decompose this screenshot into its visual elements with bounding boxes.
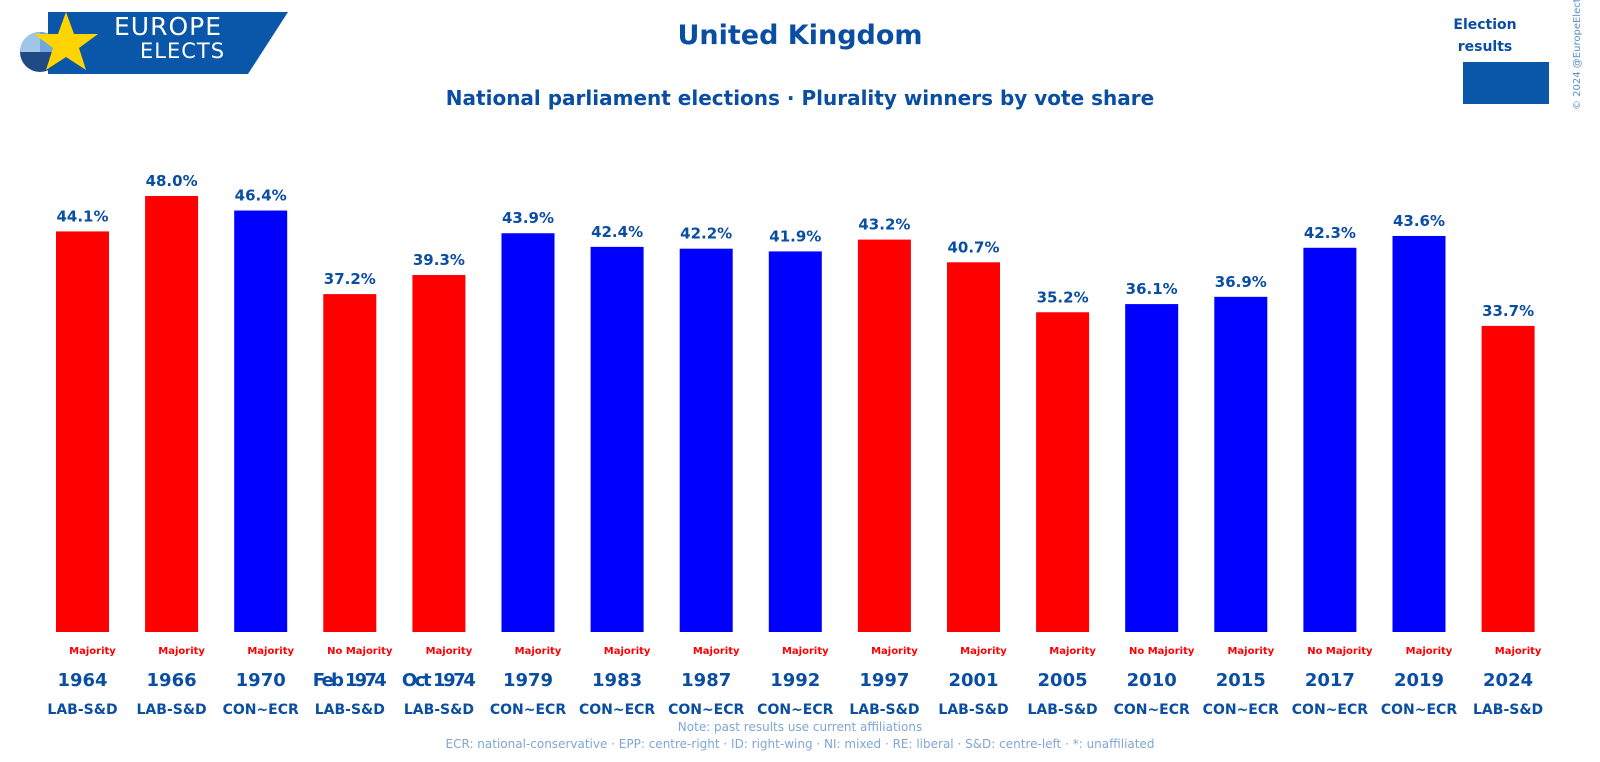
logo-line1: EUROPE	[114, 12, 223, 41]
tick-label: 2005	[1038, 670, 1088, 691]
bar	[1303, 247, 1357, 632]
data-label: 44.1%	[56, 207, 108, 225]
election-results-badge	[1463, 62, 1549, 104]
data-label: 43.2%	[858, 216, 910, 234]
party-label: CON~ECR	[490, 702, 566, 718]
bar	[412, 275, 466, 632]
logo-line2: ELECTS	[140, 39, 226, 63]
bar	[857, 239, 911, 632]
data-label: 42.3%	[1304, 224, 1356, 242]
data-label: 33.7%	[1482, 302, 1534, 320]
tick-label: 1983	[592, 670, 642, 691]
tick-label: 1970	[236, 670, 286, 691]
outcome-label: Majority	[1495, 646, 1542, 657]
data-label: 37.2%	[324, 270, 376, 288]
tick-label: 1966	[147, 670, 197, 691]
party-label: LAB-S&D	[938, 702, 1008, 718]
tick-label: 1979	[503, 670, 553, 691]
outcome-label: Majority	[604, 646, 651, 657]
outcome-label: Majority	[871, 646, 918, 657]
outcome-label: Majority	[693, 646, 740, 657]
party-label: LAB-S&D	[137, 702, 207, 718]
outcome-label: Majority	[782, 646, 829, 657]
data-label: 48.0%	[146, 172, 198, 190]
party-label: LAB-S&D	[315, 702, 385, 718]
tick-label: 1992	[770, 670, 820, 691]
party-label: CON~ECR	[223, 702, 299, 718]
bar	[679, 248, 733, 632]
bar	[323, 294, 377, 632]
bar	[1392, 235, 1446, 632]
party-label: LAB-S&D	[404, 702, 474, 718]
data-label: 36.9%	[1215, 273, 1267, 291]
data-label: 36.1%	[1126, 280, 1178, 298]
outcome-label: No Majority	[327, 646, 393, 657]
bar	[56, 231, 109, 633]
tick-label: 1997	[859, 670, 909, 691]
tick-label: 1964	[57, 670, 107, 691]
party-label: CON~ECR	[1114, 702, 1190, 718]
legend-note: ECR: national-conservative · EPP: centre…	[445, 737, 1155, 751]
outcome-label: Majority	[1227, 646, 1274, 657]
outcome-label: Majority	[426, 646, 473, 657]
tick-label: 2024	[1483, 670, 1533, 691]
party-label: CON~ECR	[1203, 702, 1279, 718]
data-label: 42.4%	[591, 223, 643, 241]
tick-label: 2019	[1394, 670, 1444, 691]
party-label: CON~ECR	[668, 702, 744, 718]
logo-wordmark: EUROPE ELECTS	[114, 14, 225, 62]
data-label: 35.2%	[1037, 288, 1089, 306]
tick-label: 1987	[681, 670, 731, 691]
page-subtitle: National parliament elections · Pluralit…	[445, 86, 1155, 110]
party-label: CON~ECR	[579, 702, 655, 718]
affiliation-note: Note: past results use current affiliati…	[677, 720, 923, 734]
page-title: United Kingdom	[677, 20, 923, 51]
party-label: CON~ECR	[757, 702, 833, 718]
outcome-label: Majority	[158, 646, 205, 657]
tick-label: 2010	[1127, 670, 1177, 691]
europe-elects-logo	[20, 12, 288, 74]
bar	[1214, 296, 1268, 632]
party-label: LAB-S&D	[1473, 702, 1543, 718]
outcome-label: Majority	[1049, 646, 1096, 657]
tick-label: 2015	[1216, 670, 1266, 691]
outcome-label: No Majority	[1129, 646, 1195, 657]
data-label: 46.4%	[235, 187, 287, 205]
tick-label: 2017	[1305, 670, 1355, 691]
outcome-label: Majority	[247, 646, 294, 657]
data-label: 42.2%	[680, 225, 732, 243]
bar	[1125, 304, 1179, 632]
party-label: CON~ECR	[1381, 702, 1457, 718]
bar	[145, 196, 199, 632]
outcome-label: Majority	[1406, 646, 1453, 657]
bar	[501, 233, 555, 632]
party-label: CON~ECR	[1292, 702, 1368, 718]
outcome-label: Majority	[69, 646, 116, 657]
badge-label: Election results	[1453, 17, 1517, 55]
tick-label: Feb 1974	[313, 670, 387, 691]
tick-label: 2001	[948, 670, 998, 691]
bar	[590, 246, 644, 632]
party-label: LAB-S&D	[849, 702, 919, 718]
bar	[1481, 325, 1535, 632]
data-label: 41.9%	[769, 227, 821, 245]
bar	[768, 251, 822, 633]
tick-label: Oct 1974	[402, 670, 476, 691]
outcome-label: No Majority	[1307, 646, 1373, 657]
party-label: LAB-S&D	[1028, 702, 1098, 718]
data-label: 43.6%	[1393, 212, 1445, 230]
bar	[947, 262, 1000, 632]
data-label: 43.9%	[502, 209, 554, 227]
outcome-label: Majority	[960, 646, 1007, 657]
party-label: LAB-S&D	[47, 702, 117, 718]
outcome-label: Majority	[515, 646, 562, 657]
bar	[1036, 312, 1090, 632]
data-label: 39.3%	[413, 251, 465, 269]
bar	[234, 210, 288, 633]
data-label: 40.7%	[947, 238, 999, 256]
